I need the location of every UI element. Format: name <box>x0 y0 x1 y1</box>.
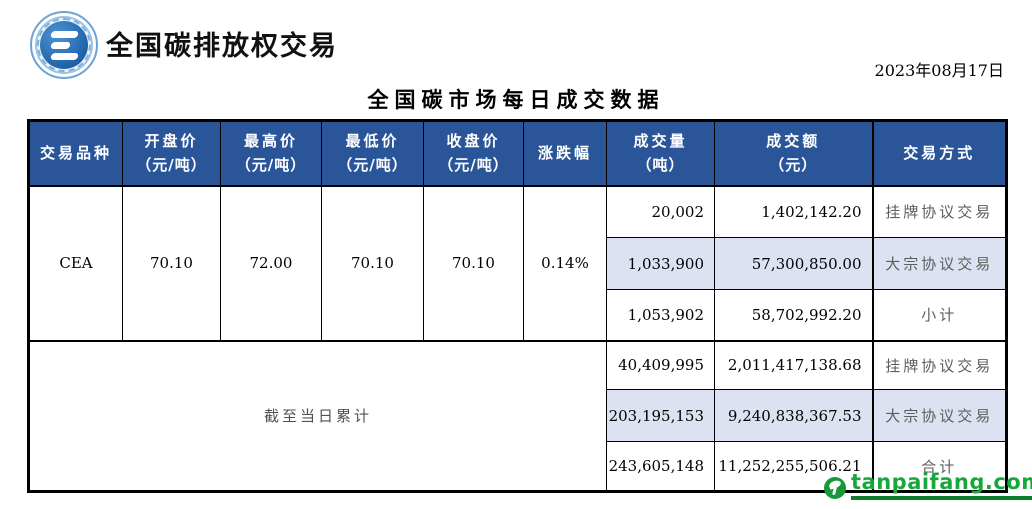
cell-close-price: 70.10 <box>423 185 524 341</box>
cell-volume: 20,002 <box>606 185 715 238</box>
cell-method: 小计 <box>871 289 1007 341</box>
daily-row-listed: CEA 70.10 72.00 70.10 70.10 0.14% 20,002… <box>28 185 1007 341</box>
cumulative-row-listed: 截至当日累计 40,409,995 2,011,417,138.68 挂牌协议交… <box>28 339 1007 492</box>
daily-row-block: 1,033,900 57,300,850.00 大宗协议交易 <box>29 237 1007 290</box>
daily-trade-table: 交易品种 开盘价 （元/吨） 最高价 （元/吨） 最低价 （元/吨） 收盘价 （元/吨）… <box>27 119 1008 493</box>
cell-amount: 1,402,142.20 <box>714 185 873 238</box>
col-header-high: 最高价 （元/吨） <box>220 120 322 187</box>
cumulative-row-block: 203,195,153 9,240,838,367.53 大宗协议交易 <box>29 389 1007 442</box>
cell-amount: 58,702,992.20 <box>714 289 873 341</box>
brand-title: 全国碳排放权交易 <box>106 31 338 62</box>
col-header-close: 收盘价 （元/吨） <box>423 120 524 187</box>
seal-inner-emblem <box>40 21 88 69</box>
cell-product: CEA <box>28 185 123 341</box>
cell-amount: 2,011,417,138.68 <box>714 339 873 390</box>
cell-low-price: 70.10 <box>321 185 424 341</box>
cumulative-label: 截至当日累计 <box>28 339 607 492</box>
page-title: 全国碳市场每日成交数据 <box>367 87 665 112</box>
cell-method: 合计 <box>871 441 1007 492</box>
cell-volume: 243,605,148 <box>606 441 715 492</box>
cell-open-price: 70.10 <box>122 185 221 341</box>
cell-volume: 40,409,995 <box>606 339 715 390</box>
col-header-open: 开盘价 （元/吨） <box>122 120 221 187</box>
tanpaifang-watermark-link[interactable]: tanpaifang.com <box>824 472 1032 500</box>
cell-amount: 9,240,838,367.53 <box>714 389 873 442</box>
cell-method: 大宗协议交易 <box>871 237 1007 290</box>
cell-method: 挂牌协议交易 <box>871 185 1007 238</box>
emblem-stroke <box>49 52 79 60</box>
col-header-volume: 成交量 （吨） <box>606 120 715 187</box>
cell-method: 大宗协议交易 <box>871 389 1007 442</box>
col-header-change: 涨跌幅 <box>523 120 607 187</box>
col-header-method: 交易方式 <box>871 120 1007 187</box>
col-header-low: 最低价 （元/吨） <box>321 120 424 187</box>
cell-change-pct: 0.14% <box>523 185 607 341</box>
report-date: 2023年08月17日 <box>874 61 1004 80</box>
cell-amount: 57,300,850.00 <box>714 237 873 290</box>
daily-row-subtotal: 1,053,902 58,702,992.20 小计 <box>29 289 1007 341</box>
cell-volume: 203,195,153 <box>606 389 715 442</box>
emblem-stroke <box>49 41 71 49</box>
col-header-amount: 成交额 （元） <box>714 120 873 187</box>
carbon-exchange-seal-icon <box>30 11 98 79</box>
emblem-stroke <box>49 30 79 38</box>
cell-volume: 1,033,900 <box>606 237 715 290</box>
header-row: 交易品种 开盘价 （元/吨） 最高价 （元/吨） 最低价 （元/吨） 收盘价 （元/吨）… <box>28 120 1007 187</box>
cell-volume: 1,053,902 <box>606 289 715 341</box>
cumulative-row-total: 243,605,148 11,252,255,506.21 合计 <box>29 441 1007 492</box>
col-header-product: 交易品种 <box>28 120 123 187</box>
cell-high-price: 72.00 <box>220 185 322 341</box>
watermark-text: tanpaifang.com <box>851 472 1032 500</box>
leaf-circle-icon <box>824 477 846 499</box>
cell-method: 挂牌协议交易 <box>871 339 1007 390</box>
